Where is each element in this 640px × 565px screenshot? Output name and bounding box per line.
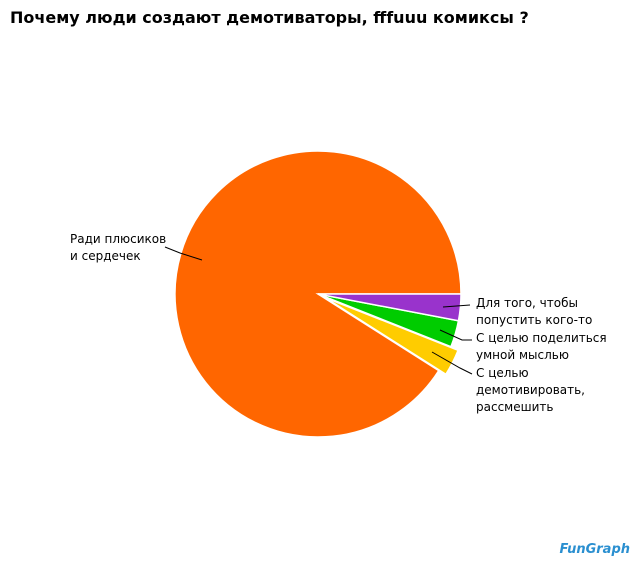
slice-label: Для того, чтобы попустить кого-то: [476, 296, 593, 327]
pie-slice: [317, 293, 462, 322]
leader-lines: [164, 246, 473, 375]
slice-label: Ради плюсиков и сердечек: [70, 232, 167, 263]
leader-line: [439, 329, 472, 341]
pie-slice: [324, 296, 460, 376]
leader-line: [164, 246, 203, 261]
slice-label: С целью демотивировать, рассмешить: [476, 366, 585, 414]
logo: FunGraph: [559, 542, 630, 557]
chart-title: Почему люди создают демотиваторы, fffuuu…: [10, 8, 529, 27]
slice-label: С целью поделиться умной мыслью: [476, 331, 607, 362]
leader-line: [442, 304, 471, 308]
leader-line: [431, 351, 473, 375]
